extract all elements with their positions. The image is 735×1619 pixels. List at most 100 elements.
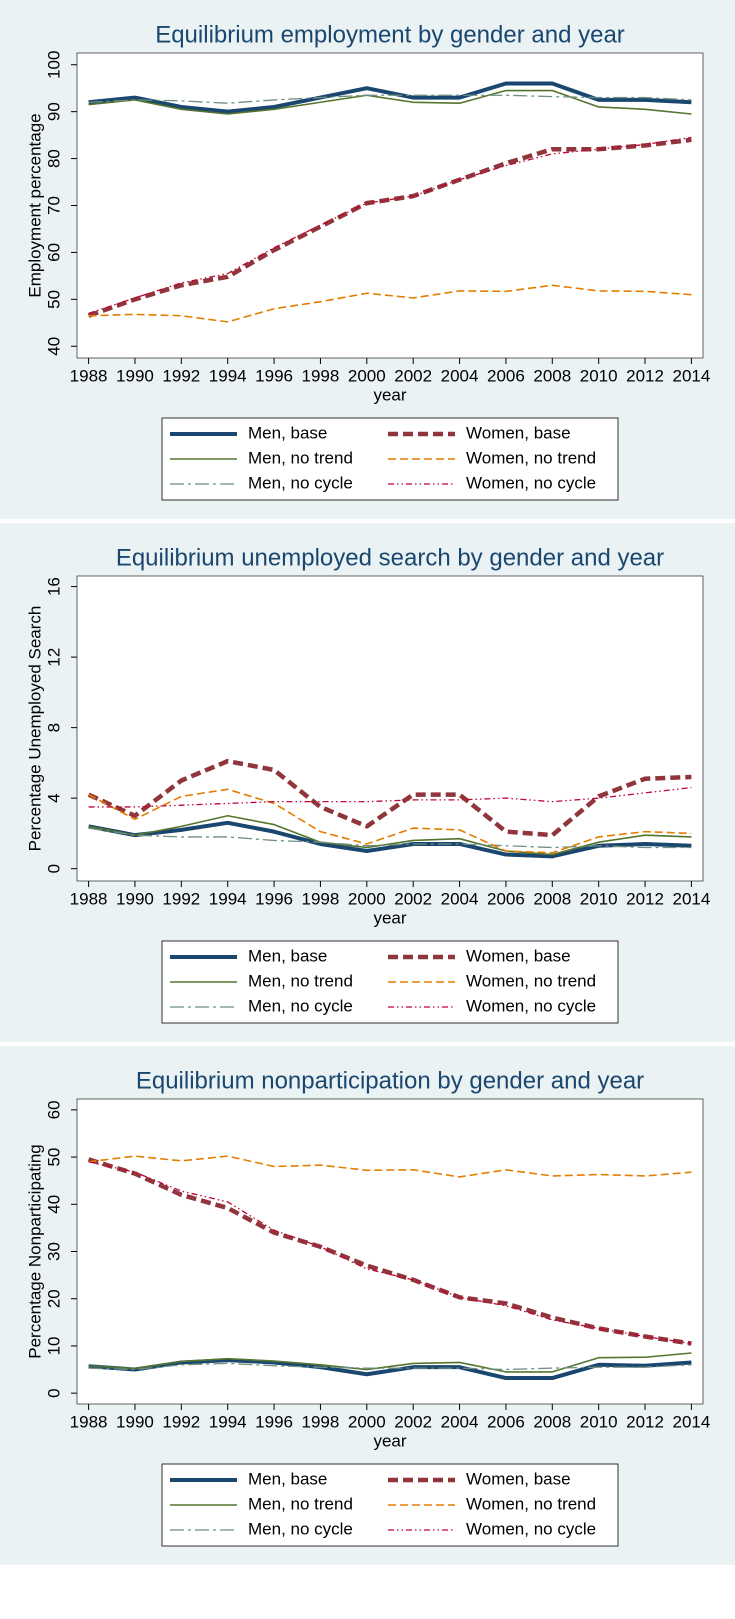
x-tick-label: 2010 (580, 366, 618, 385)
chart-panel: Equilibrium nonparticipation by gender a… (0, 1046, 735, 1565)
y-tick-label: 70 (44, 196, 63, 215)
series-line (88, 820, 692, 859)
legend-label: Women, base (466, 423, 571, 442)
series-line (88, 1155, 692, 1178)
x-tick-label: 2000 (348, 889, 386, 908)
series-line (88, 1352, 692, 1373)
series-line (88, 1362, 692, 1371)
x-tick-label: 2002 (394, 889, 432, 908)
x-tick-label: 1998 (302, 889, 340, 908)
x-tick-label: 1994 (209, 366, 247, 385)
series-line (88, 827, 692, 849)
legend-label: Men, no cycle (248, 473, 353, 492)
series-line (88, 786, 692, 808)
legend-label: Women, base (466, 1469, 571, 1488)
x-tick-label: 1992 (162, 1412, 200, 1431)
x-tick-label: 2012 (626, 1412, 664, 1431)
x-tick-label: 2010 (580, 1412, 618, 1431)
x-tick-label: 1988 (70, 1412, 108, 1431)
series-line (87, 758, 692, 838)
x-tick-label: 1988 (70, 366, 108, 385)
series-line (87, 137, 692, 318)
legend-label: Women, no trend (466, 448, 596, 467)
x-tick-label: 2004 (441, 366, 479, 385)
x-tick-label: 2012 (626, 889, 664, 908)
y-tick-label: 50 (44, 1148, 63, 1167)
x-axis-label: year (373, 1431, 406, 1450)
x-tick-label: 2014 (672, 366, 710, 385)
chart-title: Equilibrium employment by gender and yea… (155, 21, 625, 48)
x-tick-label: 2006 (487, 366, 525, 385)
y-tick-label: 0 (44, 864, 63, 873)
x-tick-label: 1992 (162, 366, 200, 385)
legend-label: Women, no trend (466, 1494, 596, 1513)
chart-panel: Equilibrium employment by gender and yea… (0, 0, 735, 519)
chart-title: Equilibrium nonparticipation by gender a… (136, 1067, 644, 1094)
y-tick-label: 0 (44, 1388, 63, 1397)
y-tick-label: 50 (44, 290, 63, 309)
x-tick-label: 2012 (626, 366, 664, 385)
x-tick-label: 1992 (162, 889, 200, 908)
legend-label: Women, no cycle (466, 1519, 596, 1538)
y-tick-label: 100 (44, 51, 63, 79)
x-tick-label: 2000 (348, 366, 386, 385)
series-line (88, 814, 692, 856)
y-axis-label: Percentage Nonparticipating (25, 1144, 44, 1359)
x-axis-label: year (373, 385, 406, 404)
x-tick-label: 1996 (255, 1412, 293, 1431)
x-tick-label: 1996 (255, 366, 293, 385)
series-line (88, 788, 692, 854)
y-tick-label: 60 (44, 1100, 63, 1119)
x-tick-label: 2006 (487, 1412, 525, 1431)
x-axis-label: year (373, 908, 406, 927)
x-tick-label: 2002 (394, 366, 432, 385)
y-axis-label: Percentage Unemployed Search (25, 606, 44, 852)
series-line (88, 89, 692, 115)
legend-label: Men, base (248, 946, 327, 965)
x-tick-label: 1998 (302, 366, 340, 385)
y-tick-label: 8 (44, 723, 63, 732)
x-tick-label: 1988 (70, 889, 108, 908)
series-line (88, 94, 692, 104)
y-tick-label: 20 (44, 1289, 63, 1308)
legend-label: Men, no cycle (248, 1519, 353, 1538)
x-tick-label: 1994 (209, 1412, 247, 1431)
y-axis-label: Employment percentage (25, 113, 44, 297)
x-tick-label: 2008 (533, 889, 571, 908)
y-tick-label: 90 (44, 102, 63, 121)
chart-panel: Equilibrium unemployed search by gender … (0, 523, 735, 1042)
y-tick-label: 16 (44, 577, 63, 596)
x-tick-label: 1994 (209, 889, 247, 908)
plot-area (76, 52, 704, 359)
y-tick-label: 40 (44, 337, 63, 356)
legend-label: Women, base (466, 946, 571, 965)
y-tick-label: 80 (44, 149, 63, 168)
x-tick-label: 1990 (116, 1412, 154, 1431)
x-tick-label: 2004 (441, 1412, 479, 1431)
x-tick-label: 2014 (672, 889, 710, 908)
legend-label: Men, base (248, 423, 327, 442)
y-tick-label: 30 (44, 1242, 63, 1261)
x-tick-label: 2000 (348, 1412, 386, 1431)
x-tick-label: 2008 (533, 366, 571, 385)
legend-label: Men, no trend (248, 971, 353, 990)
y-tick-label: 60 (44, 243, 63, 262)
series-line (88, 284, 692, 323)
x-tick-label: 1990 (116, 889, 154, 908)
x-tick-label: 1998 (302, 1412, 340, 1431)
x-tick-label: 2006 (487, 889, 525, 908)
plot-area (76, 1098, 704, 1405)
x-tick-label: 1996 (255, 889, 293, 908)
legend-label: Men, no trend (248, 1494, 353, 1513)
x-tick-label: 1990 (116, 366, 154, 385)
legend-label: Men, no trend (248, 448, 353, 467)
x-tick-label: 2008 (533, 1412, 571, 1431)
legend-label: Women, no cycle (466, 996, 596, 1015)
x-tick-label: 2014 (672, 1412, 710, 1431)
series-line (88, 136, 692, 315)
y-tick-label: 10 (44, 1336, 63, 1355)
y-tick-label: 12 (44, 648, 63, 667)
legend-label: Men, base (248, 1469, 327, 1488)
